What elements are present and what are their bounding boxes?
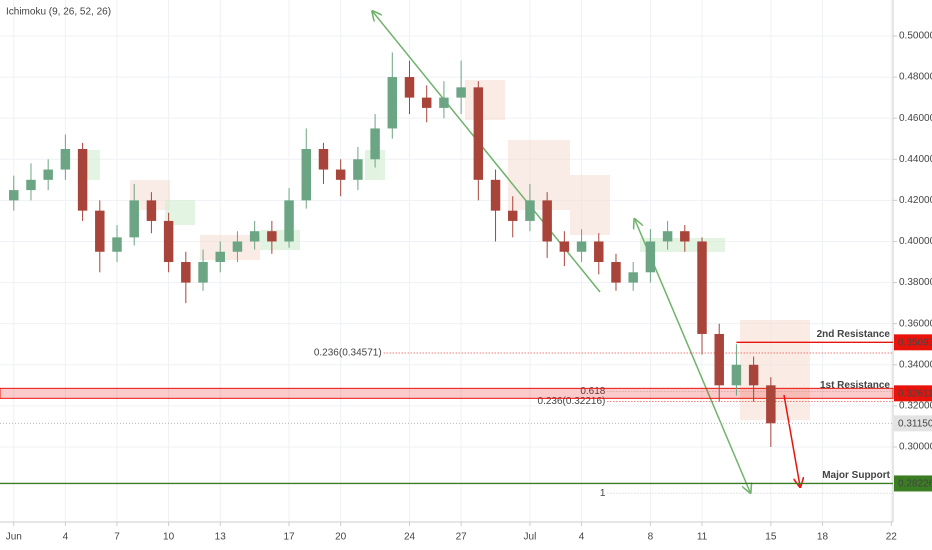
x-tick-label: 27 [456,532,468,543]
candle-body [559,241,570,252]
candle-body [421,97,432,108]
price-box [894,415,932,432]
candle-body [60,148,71,170]
fib-label: 0.618 [580,386,605,397]
candle-body [163,220,174,263]
candle-body [9,190,19,201]
candle-body [439,97,449,108]
candle-body [249,231,260,242]
candle-body [628,272,638,283]
resistance-band [0,387,894,399]
candle-body [284,200,294,242]
price-box [894,334,932,351]
x-tick-label: 13 [215,532,227,543]
candle-body [370,128,380,160]
y-tick-label: 0.50000 [899,31,932,42]
candle-body [697,241,707,334]
price-box [894,385,932,402]
candle-body [576,241,587,252]
candle-body [542,200,552,242]
x-tick-label: 10 [163,532,175,543]
candle-body [731,364,742,386]
y-tick-label: 0.46000 [899,113,932,124]
candle-body [508,210,518,221]
candle-body [146,200,157,221]
x-tick-label: 20 [335,532,347,543]
candle-body [645,241,656,273]
projection-arrow [783,394,800,486]
candle-body [198,262,208,283]
candle-body [611,262,621,283]
y-tick-label: 0.48000 [899,72,932,83]
x-tick-label: 15 [765,532,777,543]
current-price-label: 0.31150 [898,418,932,429]
candle-body [43,169,53,180]
candle-body [490,179,501,211]
candle-body [714,333,724,386]
candle-body [594,241,604,263]
candle-body [335,169,346,180]
y-tick-label: 0.40000 [899,236,932,247]
indicator-label: Ichimoku (9, 26, 52, 26) [6,7,111,18]
plot-bg [0,0,893,522]
price-box-label: 0.28226 [898,479,932,490]
candle-body [181,262,191,283]
price-box-label: 0.32611 [898,388,932,399]
x-tick-label: 4 [579,532,585,543]
candle-body [748,364,759,386]
candle-body [26,179,36,191]
y-tick-label: 0.44000 [899,154,932,165]
candle-body [766,385,776,424]
y-tick-label: 0.38000 [899,277,932,288]
x-tick-label: 7 [114,532,120,543]
price-box [894,475,932,492]
fib-label: 0.236(0.34571) [314,348,382,359]
x-tick-label: 8 [648,532,654,543]
x-tick-label: Jul [524,532,537,543]
y-tick-label: 0.32000 [899,401,932,412]
candle-body [525,200,535,221]
candle-body [318,148,329,170]
price-box-label: 0.35093 [898,337,932,348]
x-tick-label: 4 [63,532,69,543]
x-tick-label: 18 [817,532,829,543]
fib-label: 0.236(0.32216) [538,396,606,407]
candle-body [267,231,277,242]
level-name: 1st Resistance [820,380,890,391]
candle-body [387,77,398,129]
candle-body [456,87,466,98]
candle-body [353,159,363,180]
y-tick-label: 0.36000 [899,318,932,329]
x-tick-label: 22 [886,532,898,543]
candle-body [95,210,105,252]
x-tick-label: Jun [6,532,22,543]
level-name: 2nd Resistance [817,329,891,340]
fib-label: 1 [600,488,606,499]
candle-body [301,148,312,201]
y-tick-label: 0.34000 [899,359,932,370]
candle-body [680,231,690,242]
candle-body [232,241,243,252]
y-tick-label: 0.42000 [899,195,932,206]
y-tick-label: 0.30000 [899,442,932,453]
candle-body [404,77,415,98]
candle-body [77,148,88,211]
candle-body [129,200,139,238]
x-tick-label: 24 [404,532,416,543]
candle-body [662,231,673,242]
candle-body [473,87,484,180]
candle-body [112,237,122,252]
x-tick-label: 17 [284,532,296,543]
candle-body [215,251,225,263]
level-name: Major Support [822,470,890,481]
x-tick-label: 11 [697,532,708,543]
